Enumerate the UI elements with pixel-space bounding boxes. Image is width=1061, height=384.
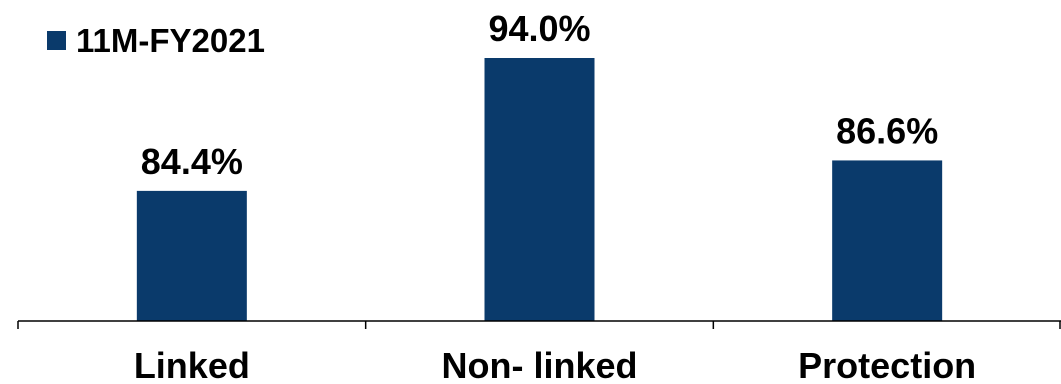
bars-group — [136, 58, 943, 321]
category-label: Non- linked — [442, 345, 638, 384]
bar-protection — [832, 160, 943, 321]
legend-swatch — [47, 31, 66, 50]
x-axis — [17, 320, 1061, 329]
category-label: Linked — [134, 345, 250, 384]
data-label: 86.6% — [836, 110, 938, 151]
data-labels-group: 84.4% 94.0% 86.6% — [141, 8, 938, 182]
category-labels-group: Linked Non- linked Protection — [134, 345, 976, 384]
legend-label: 11M-FY2021 — [76, 22, 265, 59]
data-label: 84.4% — [141, 141, 243, 182]
category-label: Protection — [798, 345, 976, 384]
bar-linked — [136, 190, 247, 321]
legend: 11M-FY2021 — [47, 22, 265, 59]
bar-non-linked — [484, 58, 595, 321]
data-label: 94.0% — [488, 8, 590, 49]
